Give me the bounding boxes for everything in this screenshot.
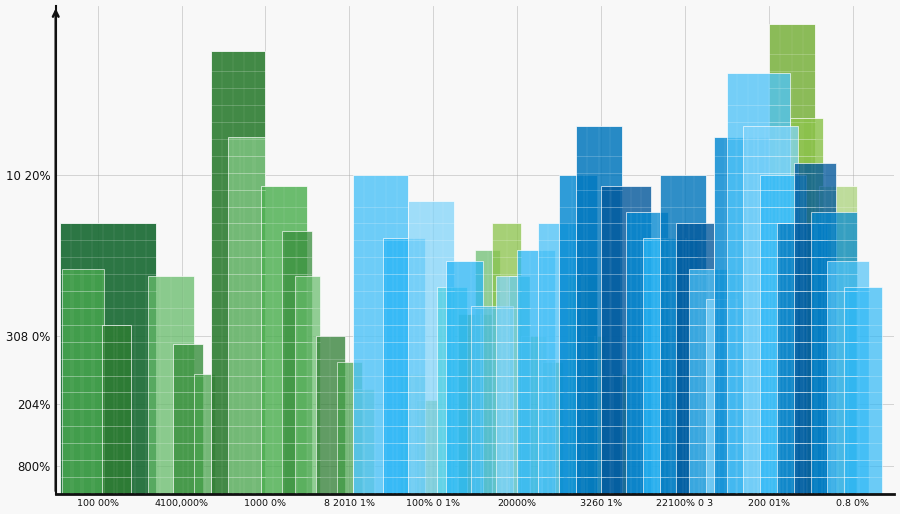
Bar (714, 137, 769, 494)
Bar (677, 224, 714, 494)
Bar (408, 201, 454, 494)
Bar (458, 314, 492, 494)
Bar (521, 336, 546, 494)
Bar (760, 175, 806, 494)
Bar (496, 276, 529, 494)
Bar (102, 325, 131, 494)
Bar (517, 250, 554, 494)
Bar (844, 287, 882, 494)
Bar (337, 362, 362, 494)
Bar (584, 336, 605, 494)
Bar (576, 126, 622, 494)
Bar (62, 268, 104, 494)
Bar (60, 224, 157, 494)
Bar (769, 24, 815, 494)
Bar (827, 261, 869, 494)
Bar (211, 51, 266, 494)
Bar (148, 276, 194, 494)
Bar (559, 175, 597, 494)
Bar (689, 268, 739, 494)
Bar (492, 224, 521, 494)
Bar (295, 276, 319, 494)
Bar (194, 374, 215, 494)
Bar (811, 212, 857, 494)
Bar (706, 299, 748, 494)
Bar (726, 73, 789, 494)
Bar (437, 287, 467, 494)
Bar (382, 238, 425, 494)
Bar (261, 186, 307, 494)
Bar (794, 163, 836, 494)
Bar (601, 186, 652, 494)
Bar (538, 224, 580, 494)
Bar (660, 175, 706, 494)
Bar (316, 336, 345, 494)
Bar (354, 389, 374, 494)
Bar (626, 212, 668, 494)
Bar (173, 344, 202, 494)
Bar (819, 186, 857, 494)
Bar (601, 374, 626, 494)
Bar (283, 231, 311, 494)
Bar (542, 362, 563, 494)
Bar (417, 400, 437, 494)
Bar (743, 126, 798, 494)
Bar (508, 276, 529, 494)
Bar (777, 224, 827, 494)
Bar (475, 250, 500, 494)
Bar (471, 306, 513, 494)
Bar (567, 276, 597, 494)
Bar (400, 374, 425, 494)
Bar (789, 118, 824, 494)
Bar (446, 261, 483, 494)
Bar (354, 175, 408, 494)
Bar (643, 238, 698, 494)
Bar (228, 137, 266, 494)
